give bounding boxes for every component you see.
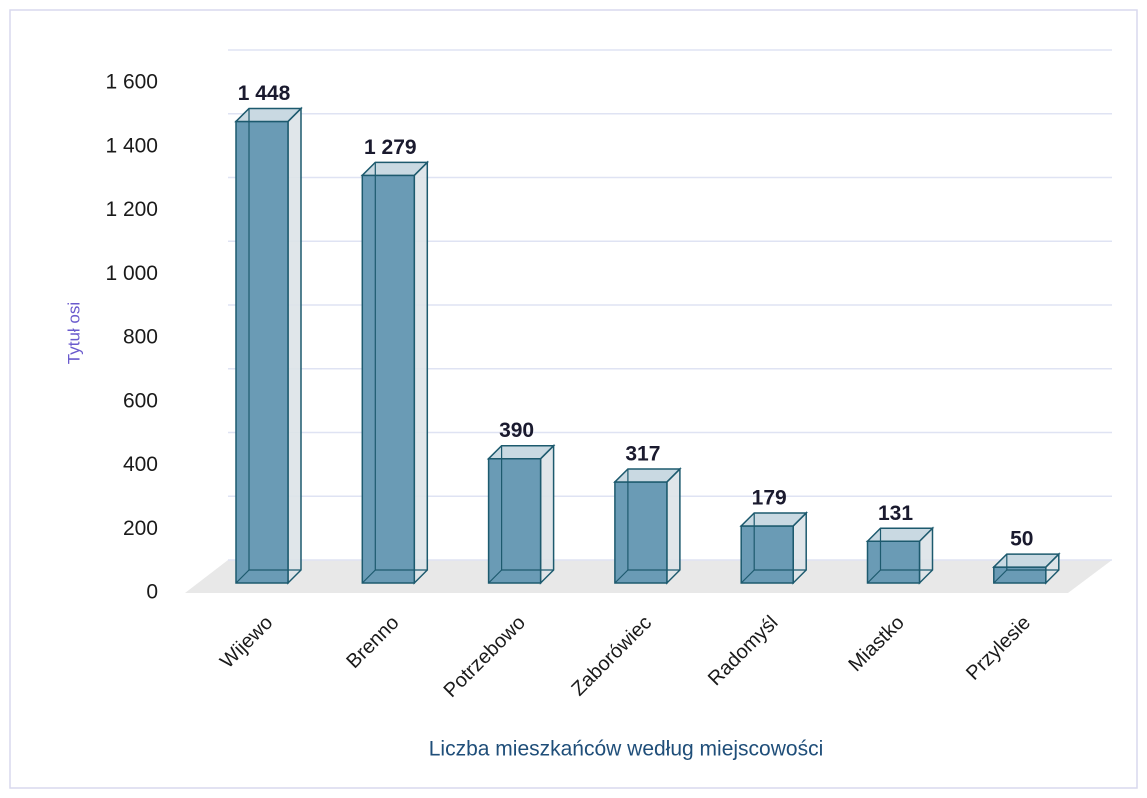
bar [235, 120, 289, 584]
value-label: 1 448 [238, 82, 291, 105]
value-label: 50 [1010, 528, 1033, 551]
chart-border [9, 9, 1138, 789]
value-label: 179 [752, 486, 787, 509]
value-label: 1 279 [364, 136, 417, 159]
y-axis-title: Tytuł osi [64, 302, 83, 364]
bar-side [539, 443, 555, 585]
bar-back-edge [614, 569, 629, 584]
bar-side [287, 106, 302, 585]
value-label: 390 [499, 419, 534, 442]
x-axis-title: Liczba mieszkańców według miejscowości [429, 738, 824, 761]
bar-back-edge [867, 569, 881, 584]
y-tick-label: 400 [123, 453, 158, 476]
bar [614, 481, 668, 584]
bar-top [865, 527, 935, 542]
bar-back-edge [740, 569, 755, 584]
y-tick-label: 0 [146, 581, 158, 604]
y-tick-label: 1 200 [105, 198, 158, 221]
y-tick-label: 1 400 [105, 134, 158, 157]
bar-top [613, 468, 682, 483]
bar-side [666, 467, 681, 585]
bar [487, 457, 542, 584]
value-label: 131 [878, 502, 913, 525]
bar-top [360, 161, 430, 177]
y-tick-label: 1 600 [105, 71, 158, 94]
y-tick-label: 600 [123, 389, 158, 412]
bar-back-edge [488, 569, 503, 584]
bar-top [234, 107, 303, 123]
value-label: 317 [625, 443, 660, 466]
bar-side [413, 160, 429, 585]
bar-back-edge [361, 569, 376, 584]
bar-top [739, 512, 809, 527]
bar [361, 174, 416, 584]
y-tick-label: 800 [123, 326, 158, 349]
bar [866, 540, 921, 584]
bar-top [991, 553, 1061, 568]
bar-back-edge [235, 569, 250, 584]
bar-back-edge [993, 569, 1008, 584]
y-tick-label: 200 [123, 517, 158, 540]
bar-top [486, 444, 556, 460]
y-tick-label: 1 000 [105, 262, 158, 285]
